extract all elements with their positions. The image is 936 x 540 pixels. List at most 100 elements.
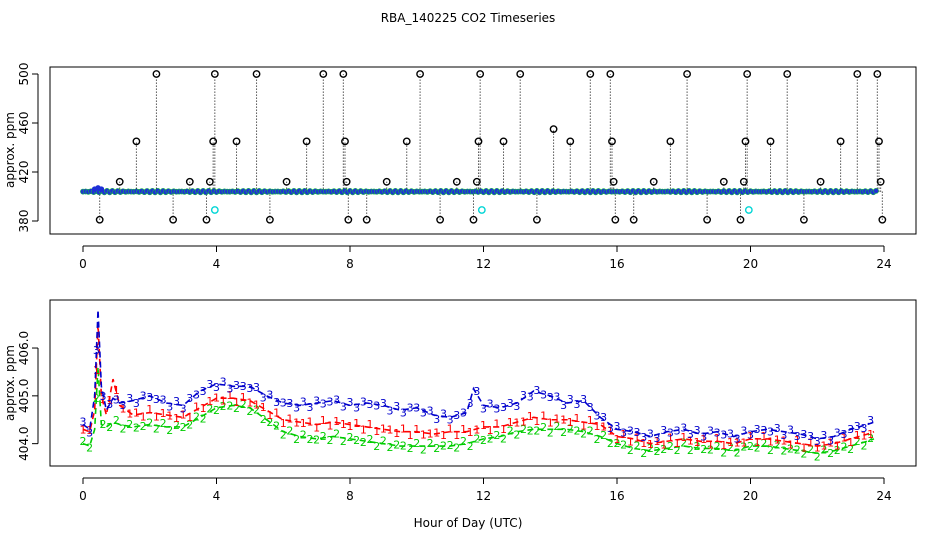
series-3-marker: 3 <box>680 422 687 435</box>
series-3-marker: 3 <box>527 391 534 404</box>
series-1-marker: 1 <box>120 403 127 416</box>
outlier-point <box>202 215 211 224</box>
series-3-marker: 3 <box>634 426 641 439</box>
series-3-marker: 3 <box>113 393 120 406</box>
series-2-marker: 2 <box>313 433 320 446</box>
series-1-marker: 1 <box>847 436 854 449</box>
series-1-marker: 1 <box>387 424 394 437</box>
series-3-line <box>82 309 875 440</box>
series-1-marker: 1 <box>600 420 607 433</box>
series-1-marker: 1 <box>593 420 600 433</box>
series-2-marker: 2 <box>160 417 167 430</box>
outlier-point <box>816 177 825 186</box>
series-3-marker: 3 <box>193 388 200 401</box>
series-1-marker: 1 <box>213 392 220 405</box>
series-2-marker: 2 <box>133 421 140 434</box>
series-1-marker: 1 <box>500 423 507 436</box>
outlier-point <box>209 137 218 146</box>
series-2-marker: 2 <box>700 443 707 456</box>
outlier-point <box>436 215 445 224</box>
series-1-marker: 1 <box>333 415 340 428</box>
series-3-marker: 3 <box>246 382 253 395</box>
series-2-marker: 2 <box>86 442 93 455</box>
series-3-marker: 3 <box>166 401 173 414</box>
bottom-y-tick-label: 404.0 <box>17 426 31 460</box>
series-1-marker: 1 <box>707 438 714 451</box>
series-2-marker: 2 <box>387 441 394 454</box>
series-2-marker: 2 <box>580 427 587 440</box>
series-3-marker: 3 <box>640 431 647 444</box>
series-1-marker: 1 <box>760 430 767 443</box>
series-2-marker: 2 <box>200 413 207 426</box>
series-2-marker: 2 <box>407 442 414 455</box>
series-2-marker: 2 <box>333 428 340 441</box>
series-3-marker: 3 <box>427 405 434 418</box>
series-2-marker: 2 <box>860 439 867 452</box>
outlier-point <box>362 215 371 224</box>
top-x-tick-label: 8 <box>346 257 354 271</box>
outlier-point <box>132 137 141 146</box>
series-1-marker: 1 <box>667 431 674 444</box>
series-1-marker: 1 <box>687 434 694 447</box>
outlier-point <box>611 215 620 224</box>
series-2-marker: 2 <box>687 444 694 457</box>
series-1-marker: 1 <box>447 422 454 435</box>
series-1-marker: 1 <box>553 413 560 426</box>
outlier-point <box>416 70 424 78</box>
series-1-marker: 1 <box>286 412 293 425</box>
series-2-marker: 2 <box>447 439 454 452</box>
series-1-marker: 1 <box>547 416 554 429</box>
series-1-marker: 1 <box>854 429 861 442</box>
series-3-marker: 3 <box>106 398 113 411</box>
series-2-marker: 2 <box>266 416 273 429</box>
series-1-marker: 1 <box>280 417 287 430</box>
series-3-marker: 3 <box>93 344 100 357</box>
series-3-marker: 3 <box>220 376 227 389</box>
series-1-marker: 1 <box>780 434 787 447</box>
series-1-marker: 1 <box>360 424 367 437</box>
series-1-marker: 1 <box>180 409 187 422</box>
series-1-marker: 1 <box>393 427 400 440</box>
series-3-marker: 3 <box>473 385 480 398</box>
bottom-x-tick-label: 12 <box>476 489 491 503</box>
series-3-marker: 3 <box>213 381 220 394</box>
bottom-y-axis-label: approx. ppm <box>3 345 17 421</box>
series-1-marker: 1 <box>487 424 494 437</box>
series-3-marker: 3 <box>840 428 847 441</box>
series-2-marker: 2 <box>680 437 687 450</box>
series-2-marker: 2 <box>380 434 387 447</box>
series-2-marker: 2 <box>413 437 420 450</box>
series-2-marker: 2 <box>253 404 260 417</box>
series-3-marker: 3 <box>687 428 694 441</box>
outlier-point <box>743 70 752 78</box>
series-1-marker: 1 <box>754 436 761 449</box>
series-3-marker: 3 <box>313 394 320 407</box>
series-2-marker: 2 <box>734 447 741 460</box>
series-3-marker: 3 <box>240 380 247 393</box>
outlier-point <box>739 177 748 186</box>
series-2-marker: 2 <box>840 440 847 453</box>
outlier-point <box>302 137 311 146</box>
series-2-marker: 2 <box>480 434 487 447</box>
series-1-marker: 1 <box>573 412 580 425</box>
bottom-x-tick-label: 24 <box>876 489 891 503</box>
series-3-marker: 3 <box>453 409 460 422</box>
series-2-marker: 2 <box>260 413 267 426</box>
outlier-point <box>232 137 241 146</box>
series-1-marker: 1 <box>647 438 654 451</box>
series-1-marker: 1 <box>340 418 347 431</box>
series-3-marker: 3 <box>160 394 167 407</box>
baseline-point <box>98 186 105 192</box>
series-2-marker: 2 <box>473 432 480 445</box>
series-1-marker: 1 <box>246 396 253 409</box>
series-2-marker: 2 <box>674 444 681 457</box>
series-3-marker: 3 <box>380 397 387 410</box>
outlier-point <box>452 177 461 186</box>
series-3-marker: 3 <box>627 425 634 438</box>
series-1-marker: 1 <box>206 395 213 408</box>
outlier-point <box>115 177 124 186</box>
outlier-point <box>95 215 104 224</box>
series-2-marker: 2 <box>213 404 220 417</box>
